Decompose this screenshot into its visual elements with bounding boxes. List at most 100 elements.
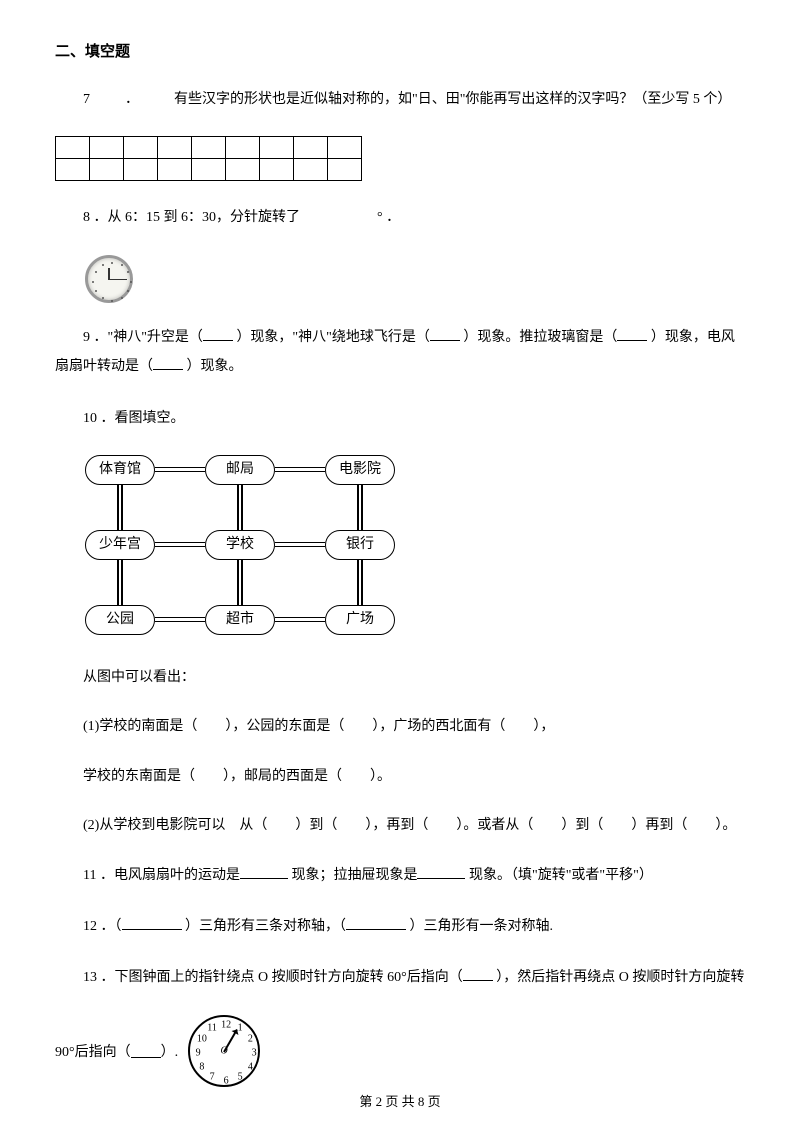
clock-number: 9 [196, 1047, 201, 1058]
q9-t5: ）现象。 [187, 359, 243, 374]
q8-text-after: ． [386, 210, 400, 225]
blank [122, 916, 182, 930]
clock-tick [95, 290, 97, 292]
clock-tick [127, 271, 129, 273]
answer-cell [226, 137, 260, 159]
clock-number: 2 [248, 1033, 253, 1044]
q9-t1: ．"神八"升空是（ [94, 330, 203, 345]
clock-pointer [223, 1029, 238, 1053]
q8-degree: ° [377, 210, 383, 225]
clock-tick [111, 262, 113, 264]
blank [131, 1044, 161, 1058]
answer-cell [260, 159, 294, 181]
blank [417, 865, 465, 879]
answer-cell [260, 137, 294, 159]
blank [617, 327, 647, 341]
answer-cell [328, 137, 362, 159]
clock-number: 5 [238, 1071, 243, 1082]
clock-tick [130, 281, 132, 283]
answer-cell [90, 137, 124, 159]
q10-sub2: (2)从学校到电影院可以 从（ ）到（ ），再到（ ）。或者从（ ）到（ ）再到… [55, 811, 745, 840]
q13-t2: ），然后指针再绕点 O 按顺时针方向旋转 [496, 970, 744, 985]
q7-text: 有些汉字的形状也是近似轴对称的，如"日、田"你能再写出这样的汉字吗？（至少写 5… [174, 92, 731, 107]
q13-t1: ．下图钟面上的指针绕点 O 按顺时针方向旋转 60°后指向（ [101, 970, 463, 985]
blank [463, 967, 493, 981]
question-8: 8 ．从 6：15 到 6：30，分针旋转了 ° ． [55, 203, 745, 232]
q9-t2: ）现象，"神八"绕地球飞行是（ [236, 330, 429, 345]
answer-cell [124, 159, 158, 181]
clock-tick [102, 264, 104, 266]
clock-tick [121, 297, 123, 299]
clock-icon [85, 255, 133, 303]
q13-line2a: 90°后指向（ [55, 1041, 131, 1061]
question-9: 9 ．"神八"升空是（ ）现象，"神八"绕地球飞行是（ ）现象。推拉玻璃窗是（ … [55, 323, 745, 382]
clock-tick [92, 281, 94, 283]
answer-cell [90, 159, 124, 181]
question-7: 7 ． 有些汉字的形状也是近似轴对称的，如"日、田"你能再写出这样的汉字吗？（至… [55, 85, 745, 114]
q7-spacer [94, 92, 122, 107]
q13-number: 13 [83, 970, 97, 985]
question-13-line2: 90°后指向（ ）. O 121234567891011 [55, 1015, 745, 1087]
map-link [155, 617, 205, 619]
clock-number: 4 [248, 1061, 253, 1072]
q11-t2: 现象；拉抽屉现象是 [291, 868, 417, 883]
location-map: 体育馆邮局电影院少年宫学校银行公园超市广场 [85, 455, 405, 645]
map-link [155, 542, 205, 544]
q10-number: 10 [83, 411, 97, 426]
clock-number: 8 [199, 1061, 204, 1072]
q10-sub1b: 学校的东南面是（ ），邮局的西面是（ ）。 [55, 762, 745, 791]
question-10: 10 ．看图填空。 [55, 404, 745, 433]
map-link [237, 560, 239, 605]
answer-cell [192, 137, 226, 159]
map-node: 公园 [85, 605, 155, 635]
clock-tick [95, 271, 97, 273]
page-footer: 第 2 页 共 8 页 [0, 1091, 800, 1110]
answer-cell [124, 137, 158, 159]
clock-number: 7 [210, 1071, 215, 1082]
clock-number: 6 [224, 1075, 229, 1086]
answer-cell [294, 137, 328, 159]
q12-t2: ）三角形有三条对称轴，（ [185, 919, 346, 934]
clock-number: 3 [252, 1047, 257, 1058]
answer-cell [294, 159, 328, 181]
q9-t3: ）现象。推拉玻璃窗是（ [463, 330, 617, 345]
question-11: 11 ．电风扇扇叶的运动是 现象；拉抽屉现象是 现象。（填"旋转"或者"平移"） [55, 861, 745, 890]
map-node: 银行 [325, 530, 395, 560]
map-link [357, 560, 359, 605]
map-node: 广场 [325, 605, 395, 635]
q10-sub1: (1)学校的南面是（ ），公园的东面是（ ），广场的西北面有（ ）， [55, 712, 745, 741]
q8-text-before: ．从 6：15 到 6：30，分针旋转了 [94, 210, 301, 225]
clock-number: 1 [238, 1023, 243, 1034]
map-link [155, 467, 205, 469]
q7-spacer2 [143, 92, 171, 107]
blank [346, 916, 406, 930]
answer-cell [192, 159, 226, 181]
map-link [117, 560, 119, 605]
clock-tick [121, 264, 123, 266]
q11-t3: 现象。（填"旋转"或者"平移"） [469, 868, 653, 883]
map-node: 超市 [205, 605, 275, 635]
q12-number: 12 [83, 919, 97, 934]
map-link [275, 617, 325, 619]
q7-answer-grid [55, 136, 362, 181]
q10-title: ．看图填空。 [101, 411, 185, 426]
q11-t1: ．电风扇扇叶的运动是 [100, 868, 240, 883]
blank [153, 356, 183, 370]
answer-cell [56, 137, 90, 159]
answer-cell [226, 159, 260, 181]
q8-blank [304, 210, 374, 225]
q7-dot: ． [125, 92, 139, 107]
map-node: 体育馆 [85, 455, 155, 485]
map-link [357, 485, 359, 530]
question-13: 13 ．下图钟面上的指针绕点 O 按顺时针方向旋转 60°后指向（ ），然后指针… [55, 963, 745, 992]
blank [203, 327, 233, 341]
map-link [237, 485, 239, 530]
question-12: 12 ．（ ）三角形有三条对称轴，（ ）三角形有一条对称轴. [55, 912, 745, 941]
q7-number: 7 [83, 92, 90, 107]
section-title: 二、填空题 [55, 40, 745, 61]
map-node: 邮局 [205, 455, 275, 485]
clock-tick [111, 300, 113, 302]
answer-cell [158, 159, 192, 181]
map-node: 学校 [205, 530, 275, 560]
clock-number: 10 [197, 1033, 207, 1044]
